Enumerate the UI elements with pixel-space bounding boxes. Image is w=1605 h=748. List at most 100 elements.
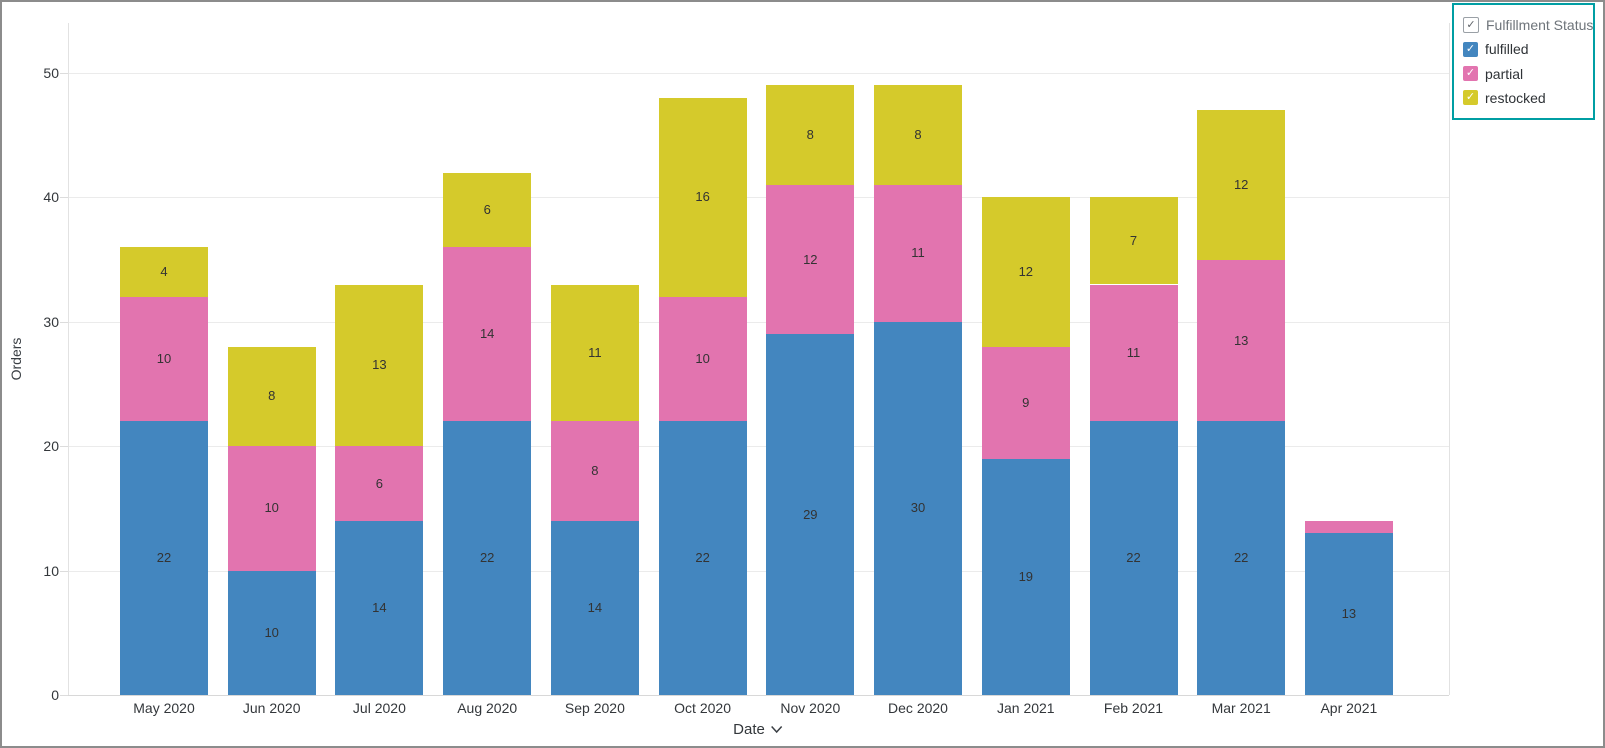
bar-value-label: 8 (591, 463, 599, 479)
x-tick-label: May 2020 (133, 700, 195, 716)
x-tick-label: Oct 2020 (674, 700, 731, 716)
legend-item-fulfilled[interactable]: ✓ fulfilled (1463, 41, 1584, 57)
bar-value-label: 12 (1233, 177, 1249, 192)
bar-segment-restocked[interactable] (227, 346, 316, 447)
y-tick-mark (60, 322, 68, 323)
legend-checkbox-icon-fulfilled: ✓ (1463, 41, 1478, 57)
bar-segment-fulfilled[interactable] (335, 520, 424, 695)
bar-value-label: 19 (1018, 568, 1034, 584)
bar-value-label: 22 (1126, 550, 1141, 566)
y-tick-label: 10 (43, 563, 59, 579)
bar-segment-restocked[interactable] (658, 97, 747, 297)
bar-value-label: 11 (1126, 344, 1141, 360)
gridline (68, 197, 1449, 198)
y-tick-mark (60, 197, 68, 198)
bar-value-label: 8 (268, 388, 276, 404)
legend-item-label: fulfilled (1485, 41, 1529, 58)
bar-value-label: 8 (806, 127, 814, 143)
bar-segment-partial[interactable] (658, 296, 747, 422)
bar-value-label: 8 (914, 127, 922, 143)
x-tick-label: Dec 2020 (888, 700, 948, 716)
bar-segment-fulfilled[interactable] (658, 421, 747, 695)
bar-segment-fulfilled[interactable] (1197, 421, 1286, 695)
bar-segment-partial[interactable] (550, 421, 639, 521)
gridline (68, 73, 1449, 74)
y-tick-label: 40 (43, 189, 59, 205)
bar-segment-fulfilled[interactable] (874, 321, 962, 695)
bar-segment-restocked[interactable] (766, 85, 855, 185)
legend-item-label: partial (1485, 65, 1524, 82)
y-tick-label: 30 (43, 314, 59, 330)
bar-value-label: 16 (695, 189, 710, 205)
bar-value-label: 10 (264, 624, 279, 640)
bar-segment-fulfilled[interactable] (550, 520, 639, 695)
y-tick-mark (60, 695, 68, 696)
bar-segment-partial[interactable] (120, 296, 208, 422)
bar-value-label: 13 (1341, 606, 1357, 622)
bar-segment-partial[interactable] (1197, 259, 1286, 422)
bar-value-label: 14 (587, 599, 603, 615)
bar-segment-fulfilled[interactable] (981, 458, 1070, 695)
y-tick-label: 0 (51, 687, 59, 703)
bar-value-label: 12 (1018, 264, 1034, 279)
y-axis-line (68, 23, 69, 695)
legend-header-checkbox-icon: ✓ (1463, 17, 1479, 34)
legend-header[interactable]: ✓ Fulfillment Status (1463, 17, 1593, 34)
bar-segment-fulfilled[interactable] (443, 421, 532, 695)
legend-checkbox-icon-partial: ✓ (1463, 66, 1478, 82)
y-axis-title: Orders (8, 337, 24, 381)
bar-value-label: 6 (483, 201, 491, 217)
bar-segment-partial[interactable] (227, 446, 316, 571)
bar-segment-restocked[interactable] (120, 247, 208, 297)
bar-segment-partial[interactable] (443, 247, 532, 422)
x-tick-label: Apr 2021 (1320, 700, 1378, 716)
x-tick-label: Sep 2020 (564, 700, 625, 716)
bar-segment-restocked[interactable] (981, 197, 1070, 347)
bar-value-label: 9 (1022, 394, 1030, 410)
gridline (68, 446, 1449, 447)
bar-segment-partial[interactable] (874, 185, 962, 322)
bar-segment-restocked[interactable] (1089, 197, 1178, 285)
bar-segment-restocked[interactable] (874, 85, 962, 185)
bar-value-label: 14 (479, 326, 495, 342)
x-tick-label: Jan 2021 (996, 700, 1055, 716)
bar-segment-partial[interactable] (981, 346, 1070, 459)
bar-value-label: 4 (160, 264, 168, 279)
date-axis-dropdown[interactable]: Date (733, 721, 783, 738)
x-tick-label: Jul 2020 (352, 700, 406, 716)
x-tick-label: Feb 2021 (1103, 700, 1164, 716)
x-axis-baseline (68, 695, 1449, 696)
legend-checkbox-icon-restocked: ✓ (1463, 90, 1478, 106)
bar-segment-fulfilled[interactable] (1089, 421, 1178, 695)
bar-segment-partial[interactable] (766, 185, 855, 335)
bar-segment-partial[interactable] (1304, 520, 1393, 534)
bar-value-label: 22 (1233, 550, 1249, 566)
bar-segment-fulfilled[interactable] (120, 421, 208, 695)
bar-segment-partial[interactable] (1089, 284, 1178, 422)
bar-segment-restocked[interactable] (443, 172, 532, 248)
bar-segment-fulfilled[interactable] (1304, 533, 1393, 695)
legend-item-restocked[interactable]: ✓ restocked (1463, 90, 1584, 106)
bar-segment-restocked[interactable] (335, 284, 424, 447)
y-tick-label: 20 (43, 438, 59, 454)
bar-value-label: 13 (1233, 332, 1249, 348)
bar-value-label: 13 (372, 357, 387, 373)
bar-segment-fulfilled[interactable] (766, 334, 855, 695)
x-axis-title-label: Date (733, 721, 765, 738)
y-tick-mark (60, 446, 68, 447)
bar-segment-fulfilled[interactable] (227, 570, 316, 695)
legend-title: Fulfillment Status (1486, 17, 1594, 34)
bar-value-label: 11 (588, 344, 602, 360)
bar-segment-restocked[interactable] (1197, 110, 1286, 260)
legend-item-partial[interactable]: ✓ partial (1463, 66, 1584, 82)
bar-value-label: 22 (156, 550, 172, 566)
legend: ✓ Fulfillment Status ✓ fulfilled ✓ partial ✓… (1452, 3, 1595, 120)
bar-segment-restocked[interactable] (550, 284, 639, 422)
chevron-down-icon (770, 725, 782, 734)
legend-item-label: restocked (1485, 89, 1546, 106)
bar-segment-partial[interactable] (335, 446, 424, 521)
x-tick-label: Mar 2021 (1211, 700, 1271, 716)
x-tick-label: Jun 2020 (242, 700, 301, 716)
bar-value-label: 10 (156, 351, 172, 367)
